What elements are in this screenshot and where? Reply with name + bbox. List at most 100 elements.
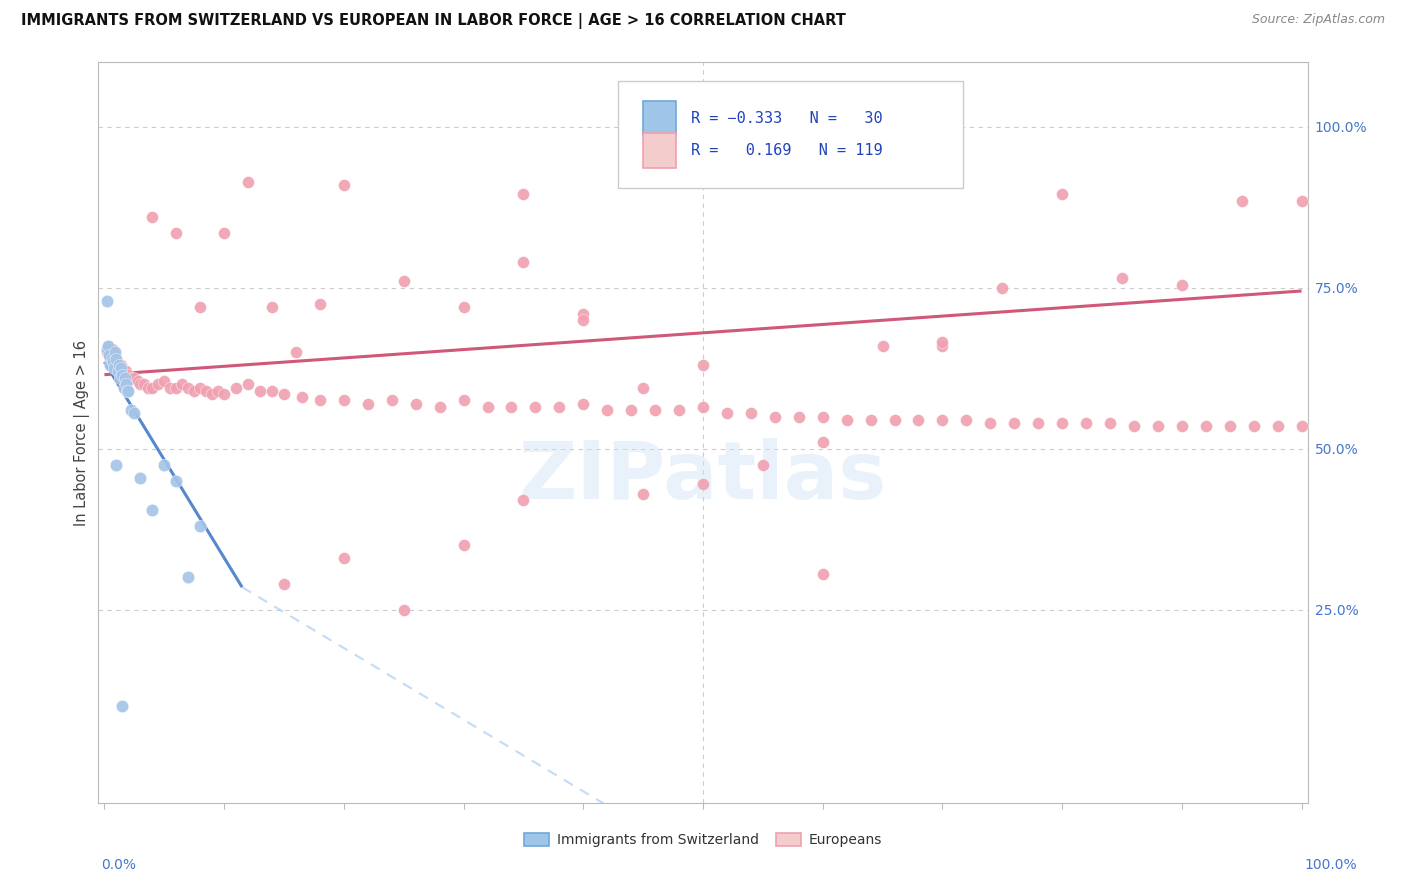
Point: [811, 435, 834, 450]
Point: [111, 361, 134, 376]
Point: [177, 380, 200, 394]
Point: [110, 361, 132, 376]
Point: [96, 345, 118, 359]
Point: [112, 368, 135, 382]
Point: [132, 377, 155, 392]
Point: [1074, 416, 1097, 430]
Point: [931, 339, 953, 353]
Point: [477, 400, 499, 414]
Point: [97, 339, 120, 353]
Text: 0.0%: 0.0%: [101, 858, 136, 872]
Point: [112, 380, 135, 394]
Point: [644, 403, 666, 417]
Point: [260, 300, 283, 314]
Point: [103, 361, 125, 376]
Point: [381, 393, 404, 408]
Text: ZIPatlas: ZIPatlas: [519, 438, 887, 516]
Point: [572, 306, 595, 320]
Point: [1267, 419, 1289, 434]
Point: [620, 403, 643, 417]
Point: [512, 493, 534, 508]
Point: [1243, 419, 1265, 434]
Point: [110, 358, 132, 372]
Point: [172, 377, 194, 392]
Point: [811, 409, 834, 424]
Point: [111, 699, 134, 714]
Point: [1291, 194, 1313, 208]
Point: [405, 397, 427, 411]
Point: [524, 400, 547, 414]
Point: [392, 602, 415, 616]
Point: [100, 342, 122, 356]
Point: [165, 226, 187, 240]
Point: [115, 384, 138, 398]
Point: [835, 413, 858, 427]
Point: [100, 351, 122, 366]
Point: [100, 358, 122, 372]
Point: [136, 380, 159, 394]
Y-axis label: In Labor Force | Age > 16: In Labor Force | Age > 16: [75, 340, 90, 525]
Point: [212, 387, 235, 401]
Point: [991, 281, 1014, 295]
Point: [108, 364, 131, 378]
Point: [883, 413, 905, 427]
Point: [120, 371, 142, 385]
Point: [1291, 419, 1313, 434]
Point: [115, 364, 138, 378]
Point: [188, 300, 211, 314]
Point: [96, 342, 118, 356]
Point: [111, 368, 134, 382]
Point: [115, 377, 138, 392]
Point: [429, 400, 451, 414]
Point: [740, 406, 762, 420]
Point: [165, 474, 187, 488]
Point: [572, 397, 595, 411]
Point: [333, 551, 356, 566]
Point: [979, 416, 1001, 430]
Point: [1050, 416, 1073, 430]
Point: [195, 384, 218, 398]
FancyBboxPatch shape: [619, 81, 963, 188]
Point: [1230, 194, 1253, 208]
Point: [183, 384, 205, 398]
Point: [716, 406, 738, 420]
Point: [129, 471, 152, 485]
Point: [1026, 416, 1049, 430]
Point: [572, 313, 595, 327]
Point: [512, 255, 534, 269]
Point: [907, 413, 929, 427]
Point: [100, 351, 122, 366]
Point: [631, 487, 654, 501]
Point: [1171, 419, 1194, 434]
Point: [333, 393, 356, 408]
Point: [752, 458, 775, 472]
Point: [273, 577, 295, 591]
Point: [333, 178, 356, 192]
Text: Source: ZipAtlas.com: Source: ZipAtlas.com: [1251, 13, 1385, 27]
Point: [453, 538, 475, 552]
Point: [787, 409, 810, 424]
Point: [1050, 187, 1073, 202]
Point: [1002, 416, 1025, 430]
Point: [188, 519, 211, 533]
Text: R = −0.333   N =   30: R = −0.333 N = 30: [690, 112, 883, 126]
Point: [811, 567, 834, 582]
Point: [249, 384, 271, 398]
Point: [763, 409, 786, 424]
Point: [107, 358, 129, 372]
Point: [201, 387, 224, 401]
Point: [141, 503, 163, 517]
Point: [159, 380, 181, 394]
Point: [260, 384, 283, 398]
Point: [872, 339, 894, 353]
Point: [692, 477, 714, 491]
Point: [104, 345, 127, 359]
Point: [105, 355, 128, 369]
Point: [501, 400, 523, 414]
Point: [357, 397, 380, 411]
Point: [236, 377, 259, 392]
Point: [98, 348, 121, 362]
Point: [103, 355, 125, 369]
Point: [1195, 419, 1218, 434]
Point: [165, 380, 187, 394]
